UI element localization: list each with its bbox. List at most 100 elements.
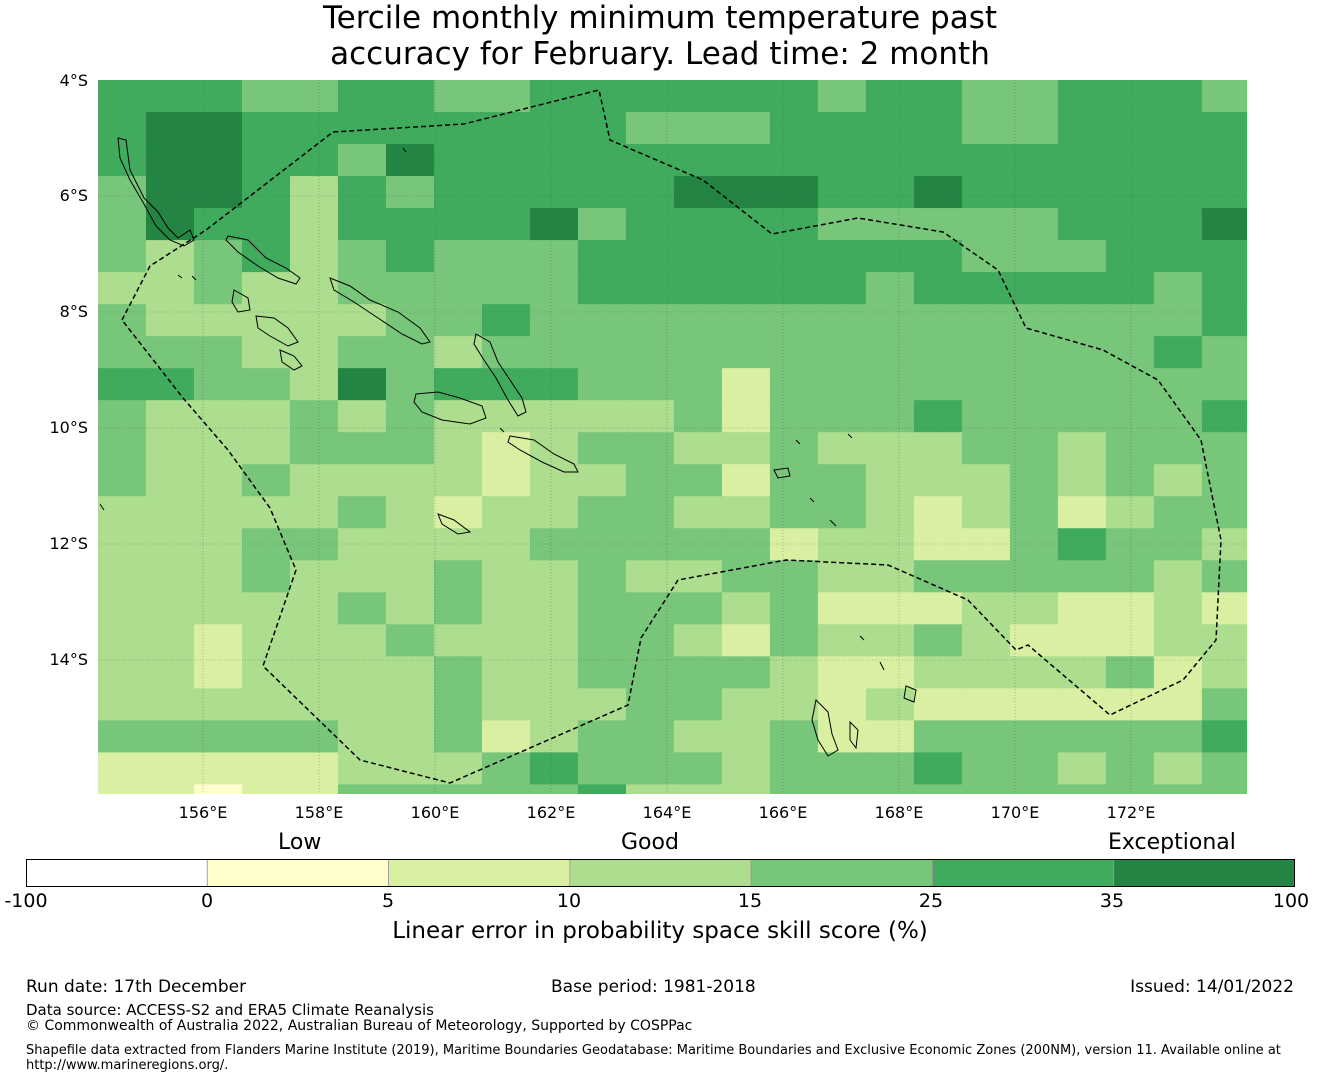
skill-cell (673, 272, 723, 305)
skill-cell (289, 592, 339, 625)
skill-cell (98, 624, 147, 657)
skill-cell (1201, 720, 1247, 753)
skill-cell (721, 528, 771, 561)
skill-cell (913, 496, 963, 529)
shapefile-url[interactable]: http://www.marineregions.org/. (26, 1058, 229, 1073)
skill-cell (289, 560, 339, 593)
skill-cell (145, 240, 195, 273)
skill-cell (769, 240, 819, 273)
legend-tick: 0 (200, 890, 214, 912)
skill-cell (145, 432, 195, 465)
skill-cell (241, 720, 291, 753)
skill-cell (1057, 720, 1107, 753)
skill-cell (145, 80, 195, 113)
choiseul-island (225, 235, 301, 285)
skill-cell (625, 720, 675, 753)
skill-cell (721, 176, 771, 209)
skill-cell (817, 368, 867, 401)
skill-cell (961, 784, 1011, 794)
skill-cell (817, 336, 867, 369)
skill-cell (1105, 304, 1155, 337)
skill-cell (385, 208, 435, 241)
skill-cell (481, 176, 531, 209)
skill-cell (98, 176, 147, 209)
skill-cell (961, 752, 1011, 785)
skill-cell (145, 496, 195, 529)
shapefile-credit: Shapefile data extracted from Flanders M… (26, 1043, 1281, 1058)
skill-cell (625, 336, 675, 369)
skill-cell (961, 656, 1011, 689)
skill-cell (529, 688, 579, 721)
skill-cell (1057, 784, 1107, 794)
skill-cell (769, 496, 819, 529)
skill-cell (1201, 240, 1247, 273)
skill-cell (1105, 784, 1155, 794)
skill-cell (385, 336, 435, 369)
skill-cell (769, 560, 819, 593)
skill-cell (625, 80, 675, 113)
skill-cell (865, 496, 915, 529)
skill-cell (865, 464, 915, 497)
skill-cell (481, 528, 531, 561)
skill-cell (193, 304, 243, 337)
skill-cell (913, 144, 963, 177)
skill-cell (337, 432, 387, 465)
skill-cell (1057, 592, 1107, 625)
skill-cell (673, 176, 723, 209)
skill-cell (961, 208, 1011, 241)
skill-cell (1057, 528, 1107, 561)
skill-cell (98, 112, 147, 145)
skill-cell (577, 240, 627, 273)
skill-cell (241, 240, 291, 273)
skill-cell (577, 496, 627, 529)
skill-cell (1153, 208, 1203, 241)
skill-cell (481, 304, 531, 337)
skill-cell (1105, 432, 1155, 465)
skill-cell (721, 336, 771, 369)
skill-cell (529, 112, 579, 145)
skill-cell (577, 80, 627, 113)
skill-cell (433, 304, 483, 337)
skill-cell (1105, 464, 1155, 497)
skill-cell (193, 400, 243, 433)
skill-cell (98, 464, 147, 497)
skill-cell (529, 624, 579, 657)
skill-cell (1105, 560, 1155, 593)
legend-tick: 100 (1272, 890, 1310, 912)
skill-cell (145, 752, 195, 785)
skill-cell (289, 304, 339, 337)
skill-cell (481, 688, 531, 721)
skill-cell (98, 240, 147, 273)
skill-cell (625, 784, 675, 794)
skill-cell (241, 784, 291, 794)
skill-cell (337, 624, 387, 657)
lon-label-172e: 172°E (1106, 803, 1156, 822)
skill-cell (1153, 336, 1203, 369)
skill-cell (385, 176, 435, 209)
skill-cell (1057, 304, 1107, 337)
skill-cell (98, 368, 147, 401)
skill-cell (1105, 208, 1155, 241)
skill-cell (337, 656, 387, 689)
skill-cell (241, 208, 291, 241)
skill-cell (913, 240, 963, 273)
eez-boundary (121, 89, 1222, 784)
lon-label-156e: 156°E (178, 803, 228, 822)
skill-cell (1153, 592, 1203, 625)
skill-cell (913, 400, 963, 433)
skill-cell (241, 368, 291, 401)
skill-cell (433, 272, 483, 305)
skill-cell (625, 400, 675, 433)
skill-cell (1153, 752, 1203, 785)
skill-cell (913, 80, 963, 113)
skill-cell (1009, 592, 1059, 625)
skill-cell (385, 80, 435, 113)
skill-cell (1009, 240, 1059, 273)
skill-cell (913, 656, 963, 689)
malekula-island (849, 720, 859, 750)
legend-tick: 10 (556, 890, 582, 912)
skill-cell (481, 592, 531, 625)
skill-cell (1105, 624, 1155, 657)
skill-cell (529, 272, 579, 305)
skill-cell (481, 112, 531, 145)
